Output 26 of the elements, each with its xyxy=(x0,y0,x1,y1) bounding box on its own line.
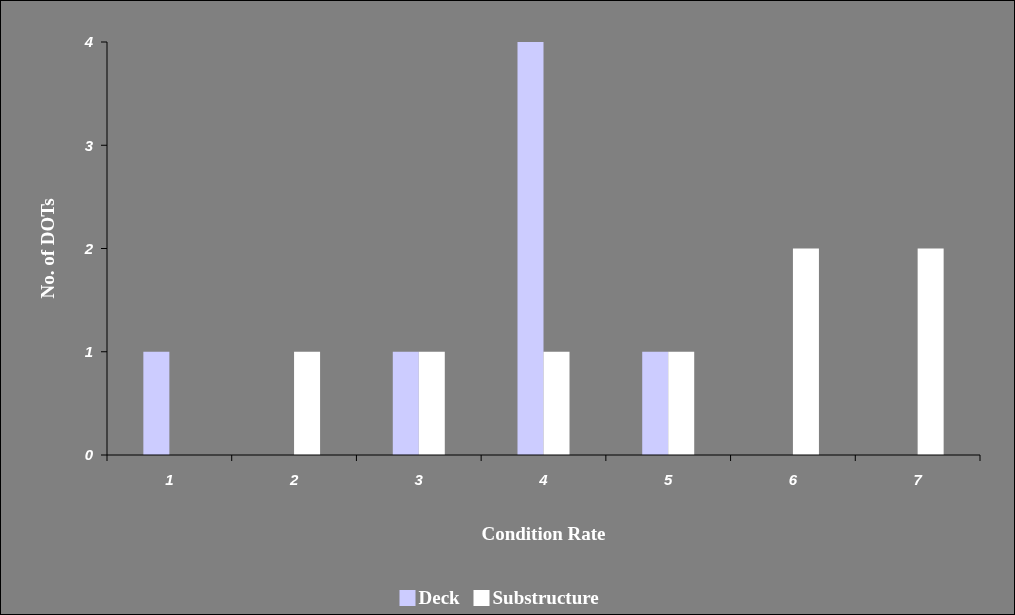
x-tick-label: 7 xyxy=(913,471,923,488)
bar xyxy=(792,248,819,455)
y-tick-label: 1 xyxy=(84,343,93,360)
y-axis-title: No. of DOTs xyxy=(37,198,58,299)
x-tick-label: 2 xyxy=(288,471,299,488)
bar xyxy=(668,351,695,455)
x-tick-label: 4 xyxy=(538,471,549,488)
x-tick-label: 3 xyxy=(414,471,424,488)
y-tick-label: 4 xyxy=(83,33,94,51)
bar xyxy=(543,351,570,455)
x-tick-label: 5 xyxy=(664,471,674,488)
legend-label: Substructure xyxy=(492,587,599,608)
legend-label: Deck xyxy=(418,587,461,608)
bar xyxy=(917,248,944,455)
x-tick-label: 1 xyxy=(165,471,174,488)
bar xyxy=(392,351,419,455)
x-tick-label: 6 xyxy=(788,471,798,488)
y-tick-label: 2 xyxy=(83,239,94,257)
bar xyxy=(143,351,170,455)
bar xyxy=(418,351,445,455)
y-tick-label: 0 xyxy=(84,446,94,464)
bar xyxy=(517,42,544,455)
bar xyxy=(642,351,669,455)
x-axis-title: Condition Rate xyxy=(481,523,606,544)
bar xyxy=(294,351,321,455)
y-tick-label: 3 xyxy=(84,136,94,154)
